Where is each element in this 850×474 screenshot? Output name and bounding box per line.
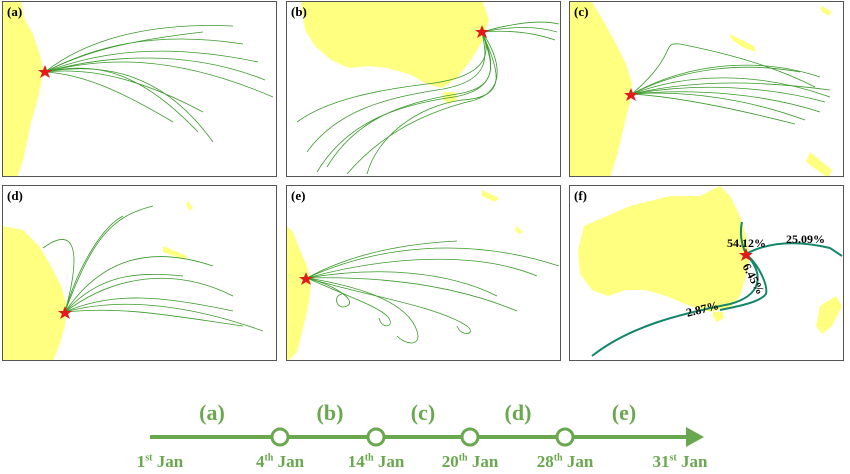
- timeline-arrowhead: [686, 427, 704, 447]
- panel-f: (f) 25.09% 54.12% 6.45% 2.87%: [569, 185, 844, 361]
- release-star: [299, 272, 313, 285]
- cluster-path-south: [719, 253, 768, 311]
- release-star: [38, 65, 52, 78]
- tasmania: [713, 312, 724, 322]
- panel-a-map: [3, 2, 274, 176]
- trajectory-bundle: [306, 240, 560, 344]
- island: [186, 201, 193, 211]
- timeline-segment-label: (d): [504, 400, 532, 425]
- island: [482, 190, 499, 202]
- timeline-marker: [366, 427, 386, 447]
- timeline-date: 28th Jan: [536, 452, 594, 471]
- panel-e-map: [287, 190, 560, 360]
- panel-d: (d): [2, 185, 277, 361]
- panel-label-e: (e): [291, 188, 306, 203]
- release-star: [475, 25, 489, 38]
- island: [806, 152, 832, 176]
- release-star: [58, 306, 72, 319]
- timeline-date: 4th Jan: [255, 452, 305, 471]
- timeline-marker: [555, 427, 575, 447]
- trajectory-bundle: [631, 43, 831, 125]
- island: [730, 34, 756, 52]
- panel-e: (e): [286, 185, 561, 361]
- cluster-paths: [591, 221, 843, 357]
- trajectory-bundle: [44, 25, 274, 143]
- timeline-date: 20th Jan: [441, 452, 499, 471]
- timeline: [150, 427, 704, 447]
- timeline-marker: [460, 427, 480, 447]
- cluster-path-east: [745, 242, 843, 257]
- release-star: [739, 248, 753, 261]
- panel-label-f: (f): [574, 188, 587, 203]
- australia-landmass: [301, 2, 489, 88]
- panel-label-c: (c): [574, 4, 589, 19]
- cluster-path-southwest: [591, 253, 759, 357]
- cluster-label-north: 54.12%: [727, 236, 766, 250]
- australia-coast: [287, 226, 311, 360]
- trajectory-bundle: [42, 205, 264, 332]
- panel-b-map: [296, 2, 560, 175]
- island: [163, 246, 187, 260]
- release-star: [624, 88, 638, 101]
- panel-d-map: [3, 201, 264, 360]
- cluster-path-north: [739, 221, 747, 255]
- timeline-segment-label: (a): [199, 400, 225, 425]
- island: [515, 226, 523, 234]
- timeline-marker: [270, 427, 290, 447]
- cluster-label-east: 25.09%: [786, 232, 825, 246]
- timeline-segment-label: (e): [611, 400, 637, 425]
- panel-c-map: [570, 2, 832, 176]
- panel-b: (b): [286, 1, 561, 177]
- panel-a: (a): [2, 1, 277, 177]
- panel-f-map: [578, 186, 843, 357]
- new-zealand: [816, 296, 842, 334]
- timeline-date: 14th Jan: [347, 452, 405, 471]
- island: [820, 6, 832, 16]
- trajectory-bundle: [296, 21, 560, 175]
- timeline-segment-label: (b): [316, 400, 344, 425]
- timeline-date: 31st Jan: [652, 452, 708, 471]
- australia-coast: [3, 226, 67, 360]
- panel-label-d: (d): [7, 188, 23, 203]
- australia-landmass: [578, 186, 750, 312]
- panel-label-b: (b): [291, 4, 307, 19]
- australia-coast: [3, 2, 43, 176]
- panel-c: (c): [569, 1, 844, 177]
- australia-coast: [570, 2, 632, 176]
- timeline-date: 1st Jan: [136, 452, 184, 471]
- timeline-segment-label: (c): [410, 400, 436, 425]
- panel-label-a: (a): [7, 4, 23, 19]
